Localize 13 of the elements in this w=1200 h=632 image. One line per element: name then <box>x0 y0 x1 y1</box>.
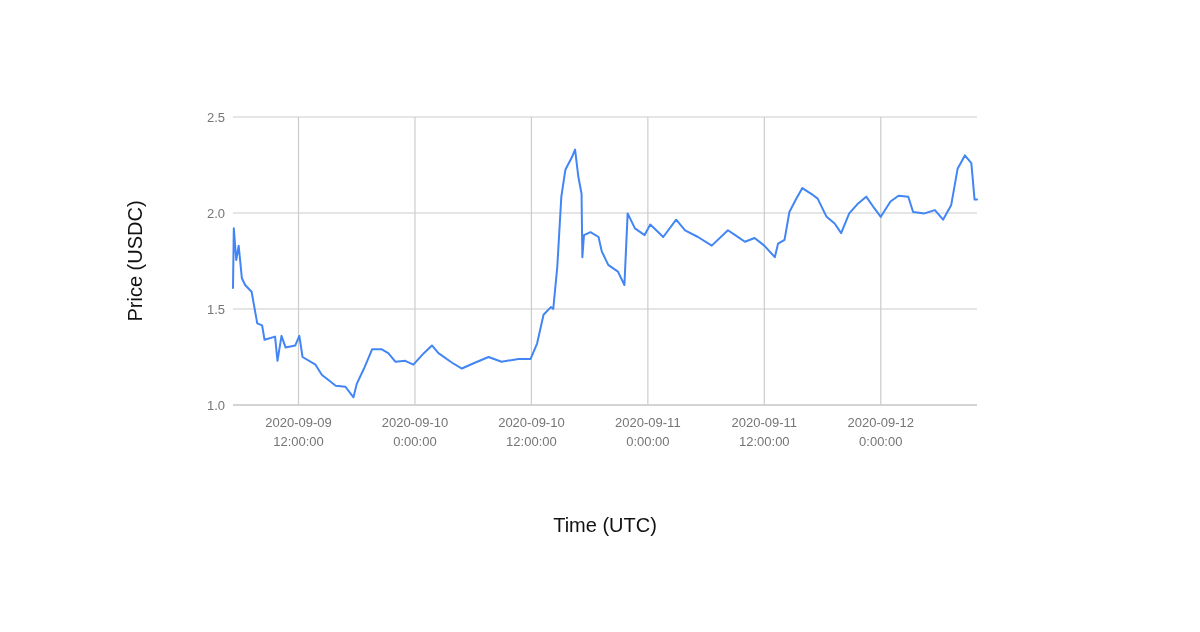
x-tick-label: 2020-09-11 12:00:00 <box>731 415 798 449</box>
y-tick-label: 1.0 <box>206 397 225 413</box>
x-tick-label: 2020-09-09 12:00:00 <box>265 415 332 449</box>
x-tick-label: 2020-09-10 0:00:00 <box>381 415 449 449</box>
x-tick-label: 2020-09-10 12:00:00 <box>498 415 565 449</box>
y-tick-label: 2.0 <box>206 205 225 221</box>
y-tick-label: 1.5 <box>206 301 225 317</box>
line-series <box>232 148 978 399</box>
y-axis-title: Price (USDC) <box>124 200 146 322</box>
x-tick-label: 2020-09-11 0:00:00 <box>615 415 681 449</box>
x-axis-title: Time (UTC) <box>553 514 657 536</box>
y-tick-label: 2.5 <box>206 109 225 125</box>
x-tick-label: 2020-09-12 0:00:00 <box>847 415 915 449</box>
